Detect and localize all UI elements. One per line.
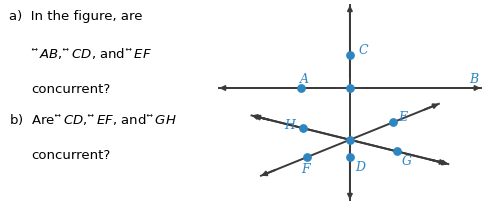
- Point: [389, 121, 397, 124]
- Text: B: B: [469, 73, 479, 85]
- Text: E: E: [399, 111, 408, 124]
- Point: [346, 54, 354, 57]
- Point: [346, 138, 354, 142]
- Text: b)  Are $\overleftrightarrow{CD}$, $\overleftrightarrow{EF}$, and $\overleftrigh: b) Are $\overleftrightarrow{CD}$, $\over…: [9, 111, 176, 126]
- Text: a)  In the figure, are: a) In the figure, are: [9, 10, 142, 23]
- Point: [346, 87, 354, 90]
- Text: $\overleftrightarrow{AB}$, $\overleftrightarrow{CD}$, and $\overleftrightarrow{E: $\overleftrightarrow{AB}$, $\overleftrig…: [31, 45, 152, 60]
- Point: [297, 87, 305, 90]
- Point: [346, 156, 354, 159]
- Point: [303, 156, 311, 159]
- Text: concurrent?: concurrent?: [31, 148, 110, 161]
- Text: C: C: [358, 44, 368, 56]
- Text: H: H: [284, 119, 295, 132]
- Text: G: G: [402, 154, 412, 167]
- Point: [393, 150, 400, 153]
- Text: D: D: [355, 160, 365, 173]
- Point: [299, 127, 307, 130]
- Text: A: A: [299, 73, 309, 85]
- Text: concurrent?: concurrent?: [31, 82, 110, 95]
- Text: F: F: [301, 162, 310, 175]
